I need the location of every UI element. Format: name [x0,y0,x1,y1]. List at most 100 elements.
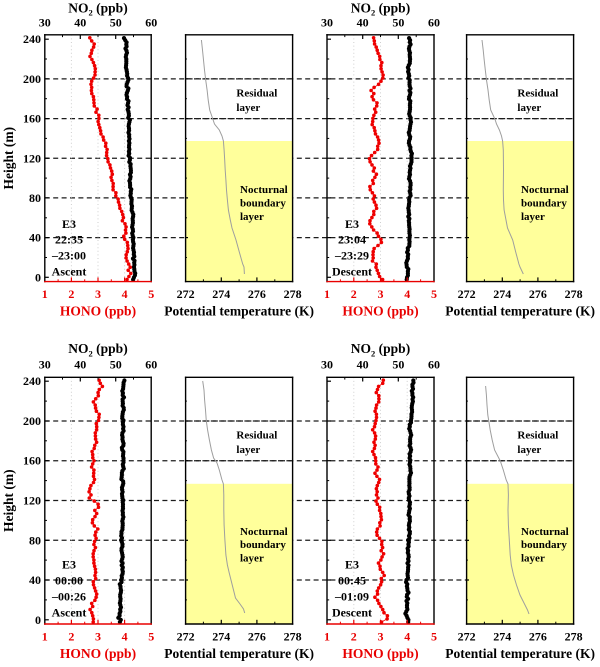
svg-text:40: 40 [74,15,86,29]
svg-text:0: 0 [35,613,41,627]
svg-text:boundary: boundary [521,539,567,551]
svg-text:60: 60 [145,15,157,29]
svg-text:120: 120 [23,151,41,165]
svg-text:00:45: 00:45 [338,574,366,588]
svg-text:Residual: Residual [236,88,277,100]
svg-text:60: 60 [145,357,157,371]
svg-text:4: 4 [404,287,410,301]
svg-text:278: 278 [565,630,583,644]
svg-text:–01:09: –01:09 [334,590,369,604]
svg-text:3: 3 [95,630,101,644]
svg-text:–23:29: –23:29 [334,249,369,263]
svg-text:22:35: 22:35 [55,233,83,247]
svg-text:278: 278 [284,287,302,301]
svg-text:4: 4 [404,630,410,644]
svg-text:50: 50 [392,357,404,371]
svg-text:60: 60 [428,15,440,29]
svg-text:50: 50 [110,15,122,29]
svg-text:240: 240 [23,32,41,46]
svg-text:Nocturnal: Nocturnal [240,184,288,196]
svg-text:274: 274 [212,630,230,644]
svg-text:Ascent: Ascent [52,605,87,619]
svg-text:Residual: Residual [236,430,277,442]
svg-text:HONO (ppb): HONO (ppb) [60,304,136,319]
svg-text:276: 276 [248,287,266,301]
svg-text:120: 120 [23,494,41,508]
svg-text:5: 5 [431,630,437,644]
svg-text:NO2 (ppb): NO2 (ppb) [68,341,127,358]
svg-text:NO2 (ppb): NO2 (ppb) [68,1,127,18]
svg-text:30: 30 [321,15,333,29]
svg-text:50: 50 [110,357,122,371]
svg-text:5: 5 [148,630,154,644]
svg-text:276: 276 [529,630,547,644]
svg-text:272: 272 [458,287,476,301]
svg-text:Ascent: Ascent [52,265,87,279]
svg-text:160: 160 [23,112,41,126]
svg-text:2: 2 [68,287,74,301]
svg-text:layer: layer [517,444,541,456]
svg-text:Potential temperature (K): Potential temperature (K) [164,304,314,319]
svg-text:2: 2 [68,630,74,644]
svg-text:–00:26: –00:26 [51,590,86,604]
svg-text:4: 4 [122,287,128,301]
svg-text:200: 200 [23,414,41,428]
svg-text:layer: layer [236,444,260,456]
svg-text:50: 50 [392,15,404,29]
svg-text:274: 274 [493,287,511,301]
svg-text:278: 278 [565,287,583,301]
svg-text:layer: layer [240,211,264,223]
svg-text:80: 80 [29,533,41,547]
svg-text:layer: layer [236,102,260,114]
svg-text:5: 5 [148,287,154,301]
svg-text:2: 2 [351,287,357,301]
svg-text:40: 40 [74,357,86,371]
svg-text:200: 200 [23,72,41,86]
svg-text:00:00: 00:00 [55,574,83,588]
svg-text:3: 3 [95,287,101,301]
svg-text:272: 272 [177,287,195,301]
svg-text:Residual: Residual [517,430,558,442]
svg-text:272: 272 [177,630,195,644]
svg-text:NO2 (ppb): NO2 (ppb) [351,341,410,358]
svg-text:1: 1 [42,287,48,301]
svg-text:Residual: Residual [517,88,558,100]
svg-text:278: 278 [284,630,302,644]
svg-text:3: 3 [378,287,384,301]
svg-text:2: 2 [351,630,357,644]
svg-text:Descent: Descent [332,265,372,279]
svg-text:30: 30 [39,357,51,371]
svg-text:0: 0 [35,270,41,284]
svg-text:E3: E3 [345,217,359,231]
svg-text:Nocturnal: Nocturnal [521,526,569,538]
svg-text:NO2 (ppb): NO2 (ppb) [351,1,410,18]
svg-text:276: 276 [248,630,266,644]
svg-text:272: 272 [458,630,476,644]
svg-text:Potential temperature (K): Potential temperature (K) [164,646,314,661]
svg-text:Height (m): Height (m) [1,469,16,532]
svg-text:Nocturnal: Nocturnal [240,526,288,538]
svg-text:boundary: boundary [521,197,567,209]
svg-text:E3: E3 [62,217,76,231]
svg-text:23:04: 23:04 [338,233,366,247]
svg-text:30: 30 [321,357,333,371]
svg-text:240: 240 [23,374,41,388]
svg-text:boundary: boundary [240,197,286,209]
svg-text:276: 276 [529,287,547,301]
svg-text:E3: E3 [345,558,359,572]
svg-text:160: 160 [23,454,41,468]
svg-text:HONO (ppb): HONO (ppb) [342,646,418,661]
svg-text:274: 274 [212,287,230,301]
svg-text:30: 30 [39,15,51,29]
svg-text:80: 80 [29,191,41,205]
svg-text:60: 60 [428,357,440,371]
svg-text:E3: E3 [62,558,76,572]
svg-text:40: 40 [29,231,41,245]
svg-text:HONO (ppb): HONO (ppb) [342,304,418,319]
svg-text:4: 4 [122,630,128,644]
svg-text:layer: layer [517,102,541,114]
svg-text:boundary: boundary [240,539,286,551]
svg-text:layer: layer [521,211,545,223]
svg-text:Height (m): Height (m) [1,127,16,190]
svg-text:274: 274 [493,630,511,644]
